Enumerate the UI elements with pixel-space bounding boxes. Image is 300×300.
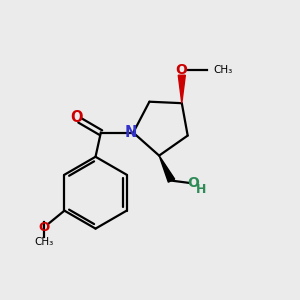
Text: H: H (196, 183, 206, 196)
Text: O: O (188, 176, 200, 190)
Text: N: N (125, 125, 137, 140)
Text: O: O (70, 110, 82, 125)
Polygon shape (159, 156, 175, 182)
Text: O: O (39, 221, 50, 234)
Text: CH₃: CH₃ (213, 65, 232, 75)
Text: O: O (175, 63, 187, 77)
Polygon shape (178, 75, 185, 103)
Text: CH₃: CH₃ (35, 238, 54, 248)
